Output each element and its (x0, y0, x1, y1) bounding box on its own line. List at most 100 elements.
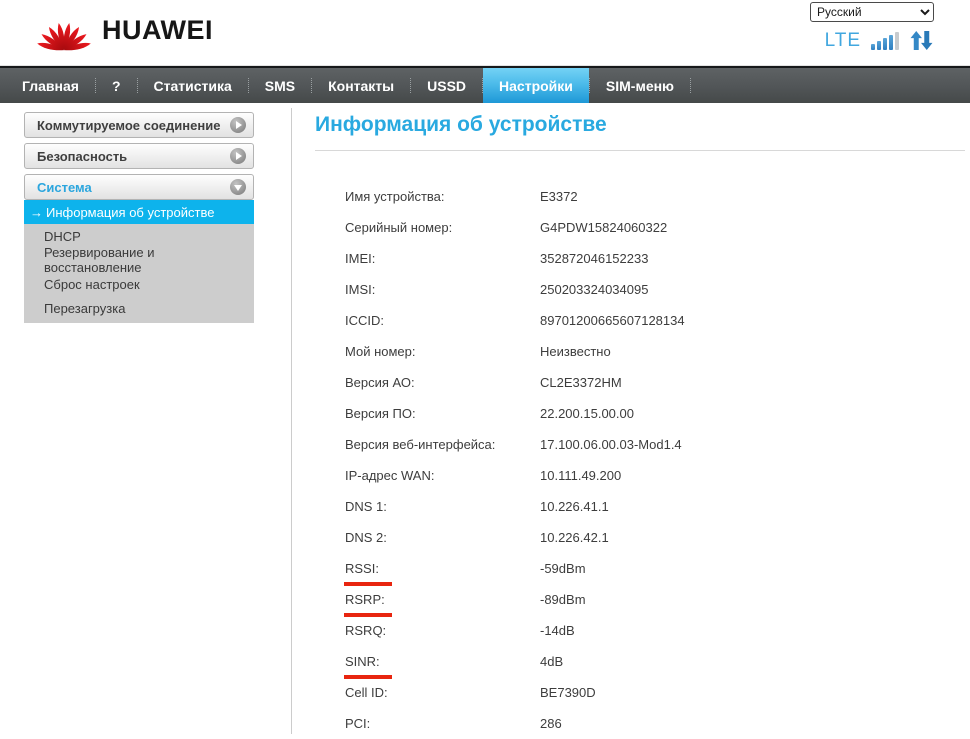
info-row: Серийный номер: G4PDW15824060322 (345, 212, 965, 243)
language-select[interactable]: Русский (810, 2, 934, 22)
info-label: Версия АО: (345, 375, 540, 390)
content-divider (291, 108, 292, 734)
nav-item[interactable]: ? (96, 68, 137, 103)
info-label: IMSI: (345, 282, 540, 297)
nav-item[interactable]: Главная (6, 68, 95, 103)
info-row: DNS 2: 10.226.42.1 (345, 522, 965, 553)
info-value: 352872046152233 (540, 251, 648, 266)
network-type-label: LTE (825, 30, 861, 52)
info-row: RSRP: -89dBm (345, 584, 965, 615)
nav-item-label: ? (112, 78, 121, 94)
nav-item[interactable]: Статистика (138, 68, 248, 103)
info-label: RSSI: (345, 561, 540, 576)
sidebar-subitem[interactable]: Перезагрузка (24, 296, 254, 320)
nav-item-label: Статистика (154, 78, 232, 94)
info-value: -89dBm (540, 592, 586, 607)
huawei-logo: HUAWEI (36, 8, 213, 52)
right-arrow-icon: → (30, 205, 43, 220)
info-row: Имя устройства: E3372 (345, 181, 965, 212)
navbar: Главная ? Статистика SMS Контакты USSD Н… (0, 66, 970, 103)
nav-item-label: Главная (22, 78, 79, 94)
info-value: 89701200665607128134 (540, 313, 685, 328)
info-label: ICCID: (345, 313, 540, 328)
sidebar-subitem-label: Резервирование и восстановление (44, 245, 254, 275)
nav-item[interactable]: SIM-меню (590, 68, 690, 103)
info-value: 10.226.42.1 (540, 530, 609, 545)
info-value: BE7390D (540, 685, 596, 700)
info-value: -59dBm (540, 561, 586, 576)
nav-item[interactable]: SMS (249, 68, 311, 103)
info-value: -14dB (540, 623, 575, 638)
network-indicator: LTE (825, 28, 934, 52)
sidebar-section-header[interactable]: Коммутируемое соединение (24, 112, 254, 138)
sidebar-subitem-label: DHCP (44, 229, 81, 244)
info-value: 4dB (540, 654, 563, 669)
sidebar-section-header[interactable]: Безопасность (24, 143, 254, 169)
info-row: Мой номер: Неизвестно (345, 336, 965, 367)
info-value: E3372 (540, 189, 578, 204)
info-row: IP-адрес WAN: 10.111.49.200 (345, 460, 965, 491)
sidebar-subitem[interactable]: → Информация об устройстве (24, 200, 254, 224)
huawei-flower-icon (36, 16, 92, 52)
nav-item-label: Настройки (499, 78, 573, 94)
sidebar-section-label: Безопасность (37, 149, 127, 164)
page-title: Информация об устройстве (315, 112, 965, 151)
info-label: DNS 1: (345, 499, 540, 514)
info-label: Версия ПО: (345, 406, 540, 421)
info-label: SINR: (345, 654, 540, 669)
top-header: HUAWEI Русский LTE (0, 0, 970, 66)
sidebar-subitem[interactable]: Сброс настроек (24, 272, 254, 296)
info-row: IMSI: 250203324034095 (345, 274, 965, 305)
info-label: RSRP: (345, 592, 540, 607)
nav-separator (690, 78, 691, 93)
sidebar-subitem-label: Информация об устройстве (46, 205, 214, 220)
info-row: IMEI: 352872046152233 (345, 243, 965, 274)
info-value: 286 (540, 716, 562, 731)
info-value: 17.100.06.00.03-Mod1.4 (540, 437, 682, 452)
info-row: Версия ПО: 22.200.15.00.00 (345, 398, 965, 429)
sidebar-section-header[interactable]: Система (24, 174, 254, 200)
info-row: Версия АО: CL2E3372HM (345, 367, 965, 398)
info-value: G4PDW15824060322 (540, 220, 667, 235)
info-label: PCI: (345, 716, 540, 731)
sidebar: Коммутируемое соединение Безопасность Си… (24, 112, 254, 323)
info-value: CL2E3372HM (540, 375, 622, 390)
nav-item[interactable]: Настройки (483, 68, 589, 103)
info-row: DNS 1: 10.226.41.1 (345, 491, 965, 522)
info-label: Мой номер: (345, 344, 540, 359)
info-value: 250203324034095 (540, 282, 648, 297)
chevron-circle-icon (230, 179, 246, 195)
info-row: ICCID: 89701200665607128134 (345, 305, 965, 336)
device-info-list: Имя устройства: E3372 Серийный номер: G4… (345, 181, 965, 739)
sidebar-section-label: Система (37, 180, 92, 195)
chevron-circle-icon (230, 148, 246, 164)
info-row: PCI: 286 (345, 708, 965, 739)
brand-name: HUAWEI (102, 8, 213, 52)
nav-item-label: SIM-меню (606, 78, 674, 94)
signal-bars-icon (871, 32, 899, 52)
info-label: DNS 2: (345, 530, 540, 545)
nav-item[interactable]: USSD (411, 68, 482, 103)
nav-item-label: SMS (265, 78, 295, 94)
sidebar-subitem-label: Сброс настроек (44, 277, 140, 292)
info-label: Имя устройства: (345, 189, 540, 204)
nav-item-label: Контакты (328, 78, 394, 94)
info-label: Серийный номер: (345, 220, 540, 235)
upload-download-arrows-icon (909, 30, 934, 52)
info-value: 10.111.49.200 (540, 468, 621, 483)
info-row: RSRQ: -14dB (345, 615, 965, 646)
info-value: Неизвестно (540, 344, 611, 359)
info-row: RSSI: -59dBm (345, 553, 965, 584)
sidebar-subitem[interactable]: Резервирование и восстановление (24, 248, 254, 272)
info-row: Cell ID: BE7390D (345, 677, 965, 708)
sidebar-submenu: → Информация об устройстве DHCP Резервир… (24, 200, 254, 323)
main-content: Информация об устройстве Имя устройства:… (315, 112, 965, 739)
info-row: SINR: 4dB (345, 646, 965, 677)
nav-item[interactable]: Контакты (312, 68, 410, 103)
info-label: IMEI: (345, 251, 540, 266)
info-label: IP-адрес WAN: (345, 468, 540, 483)
info-row: Версия веб-интерфейса: 17.100.06.00.03-M… (345, 429, 965, 460)
sidebar-section-label: Коммутируемое соединение (37, 118, 220, 133)
info-value: 10.226.41.1 (540, 499, 609, 514)
info-label: RSRQ: (345, 623, 540, 638)
